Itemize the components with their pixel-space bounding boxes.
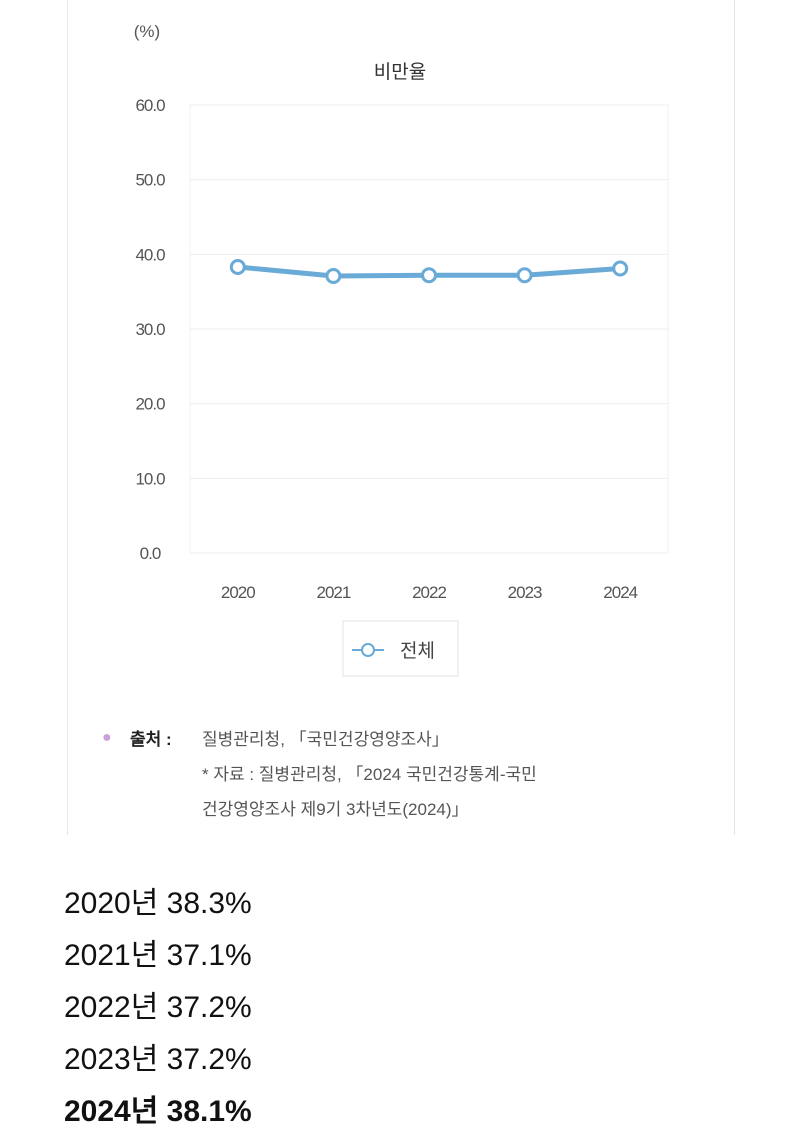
x-tick-label: 2024 (603, 583, 637, 602)
x-tick-label: 2023 (508, 583, 542, 602)
y-tick-label: 50.0 (135, 171, 165, 190)
summary-item: 2020년 38.3% (64, 887, 252, 920)
summary-item: 2023년 37.2% (64, 1043, 252, 1076)
y-tick-label: 0.0 (140, 544, 161, 563)
y-tick-label: 20.0 (135, 395, 165, 414)
source-label: 출처 : (130, 730, 172, 749)
y-tick-label: 30.0 (135, 320, 165, 339)
summary-item: 2024년 38.1% (64, 1095, 252, 1128)
source-line-1: 질병관리청, 「국민건강영양조사」 (202, 730, 449, 749)
data-point (421, 267, 437, 284)
summary-item: 2021년 37.1% (64, 939, 252, 972)
data-point (516, 267, 533, 284)
legend-label: 전체 (400, 640, 435, 662)
data-point (325, 267, 342, 284)
source-line-2: * 자료 : 질병관리청, 「2024 국민건강통계-국민 (202, 765, 537, 784)
data-point (229, 259, 246, 276)
x-tick-label: 2020 (221, 583, 255, 602)
line-chart: (%) 비만율 0.0 10.0 20.0 30.0 40.0 50.0 60.0 2020 2… (134, 22, 669, 677)
x-tick-label: 2022 (412, 583, 446, 602)
y-tick-label: 10.0 (135, 469, 165, 488)
summary-list: 2020년 38.3% 2021년 37.1% 2022년 37.2% 2023… (64, 878, 252, 1138)
legend-marker-icon (361, 643, 375, 657)
chart-card (67, 0, 735, 835)
x-tick-label: 2021 (316, 583, 350, 602)
y-tick-label: 40.0 (135, 245, 165, 264)
legend: 전체 (342, 620, 459, 677)
data-point (612, 260, 629, 277)
source-line-3: 건강영양조사 제9기 3차년도(2024)」 (202, 800, 469, 819)
unit-label: (%) (134, 22, 160, 41)
chart-title: 비만율 (374, 61, 426, 83)
summary-item: 2022년 37.2% (64, 991, 252, 1024)
bullet-icon: ● (102, 729, 112, 746)
y-tick-label: 60.0 (135, 96, 165, 115)
